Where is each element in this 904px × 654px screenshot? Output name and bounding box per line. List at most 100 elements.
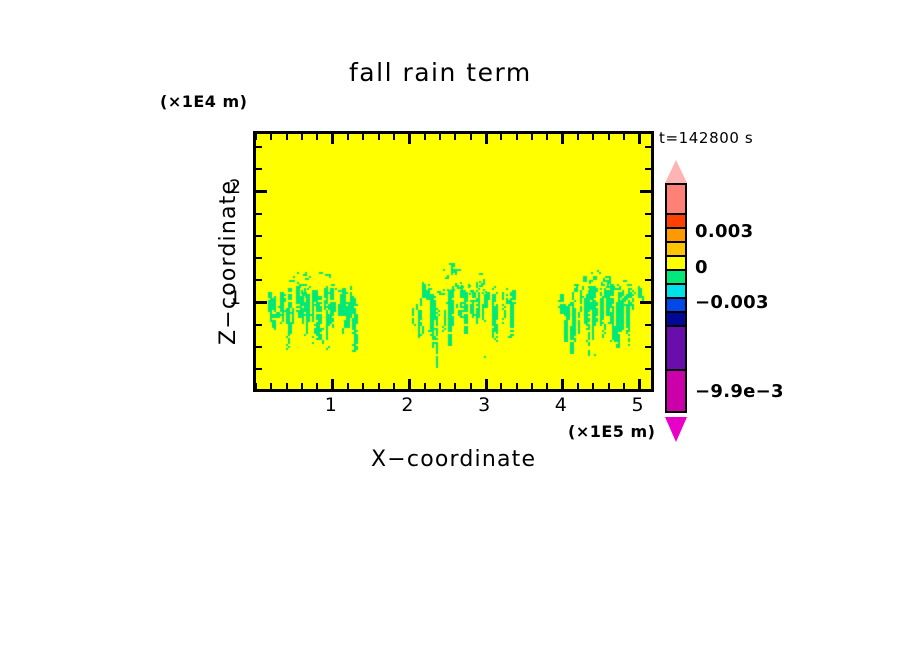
x-axis-minor-tick (301, 134, 304, 140)
y-axis-minor-tick (645, 212, 651, 215)
x-tick-label: 5 (631, 394, 644, 416)
x-axis-major-tick (637, 134, 641, 144)
x-axis-unit-label: (×1E5 m) (568, 422, 656, 441)
x-axis-minor-tick (362, 134, 365, 140)
y-axis-minor-tick (645, 368, 651, 371)
colorbar-band (667, 183, 685, 213)
colorbar-tick-label: 0.003 (695, 221, 754, 242)
x-axis-major-tick (331, 134, 335, 144)
colorbar-band (667, 269, 685, 283)
x-axis-minor-tick (515, 383, 518, 389)
x-axis-minor-tick (454, 134, 457, 140)
x-axis-minor-tick (469, 383, 472, 389)
y-axis-minor-tick (256, 212, 262, 215)
y-axis-minor-tick (645, 323, 651, 326)
x-axis-minor-tick (454, 383, 457, 389)
x-axis-minor-tick (301, 383, 304, 389)
x-axis-minor-tick (393, 383, 396, 389)
x-axis-minor-tick (255, 134, 257, 140)
x-axis-minor-tick (347, 383, 350, 389)
colorbar-band (667, 311, 685, 325)
colorbar-band (667, 241, 685, 255)
y-axis-major-tick (640, 190, 651, 194)
y-axis-minor-tick (645, 168, 651, 171)
field-heatmap (256, 134, 651, 389)
x-axis-minor-tick (377, 383, 380, 389)
x-axis-minor-tick (377, 134, 380, 140)
y-axis-minor-tick (256, 368, 262, 371)
x-axis-minor-tick (423, 383, 426, 389)
x-axis-minor-tick (469, 134, 472, 140)
x-axis-minor-tick (607, 134, 610, 140)
colorbar-band (667, 283, 685, 297)
y-axis-minor-tick (645, 257, 651, 260)
x-axis-minor-tick (531, 383, 534, 389)
colorbar-top-arrow-icon (665, 160, 687, 183)
colorbar-band (667, 297, 685, 311)
x-axis-minor-tick (531, 134, 534, 140)
x-axis-minor-tick (255, 383, 257, 389)
plot-area (253, 131, 654, 392)
x-axis-minor-tick (500, 134, 503, 140)
colorbar-tick-label: 0 (695, 257, 708, 278)
page-title: fall rain term (349, 58, 532, 87)
x-axis-minor-tick (285, 383, 288, 389)
x-axis-major-tick (637, 379, 641, 389)
y-axis-title: Z−coordinate (216, 179, 241, 345)
x-axis-minor-tick (423, 134, 426, 140)
x-axis-major-tick (484, 134, 488, 144)
x-axis-minor-tick (592, 134, 595, 140)
y-axis-minor-tick (256, 146, 262, 149)
x-axis-minor-tick (500, 383, 503, 389)
y-axis-minor-tick (256, 323, 262, 326)
x-axis-minor-tick (577, 134, 580, 140)
y-tick-label: 1 (229, 286, 242, 309)
colorbar-band (667, 369, 685, 413)
x-axis-minor-tick (270, 383, 273, 389)
x-tick-label: 2 (401, 394, 414, 416)
x-tick-label: 4 (554, 394, 567, 416)
y-axis-minor-tick (645, 345, 651, 348)
x-axis-minor-tick (316, 134, 319, 140)
colorbar-band (667, 255, 685, 269)
x-axis-minor-tick (546, 134, 549, 140)
y-axis-minor-tick (256, 235, 262, 237)
x-axis-minor-tick (623, 383, 626, 389)
y-tick-label: 2 (229, 175, 242, 198)
colorbar-bands (665, 183, 687, 413)
time-annotation: t=142800 s (659, 129, 754, 147)
colorbar-band (667, 227, 685, 241)
x-axis-major-tick (561, 379, 565, 389)
x-axis-minor-tick (623, 134, 626, 140)
x-tick-label: 1 (324, 394, 337, 416)
x-axis-minor-tick (439, 383, 442, 389)
colorbar-band (667, 325, 685, 369)
colorbar-tick-label: −0.003 (695, 292, 769, 313)
x-axis-major-tick (407, 134, 411, 144)
x-axis-major-tick (407, 379, 411, 389)
x-axis-title: X−coordinate (371, 447, 537, 472)
x-axis-minor-tick (362, 383, 365, 389)
y-axis-unit-label: (×1E4 m) (160, 92, 248, 111)
y-axis-minor-tick (256, 279, 262, 282)
x-axis-minor-tick (439, 134, 442, 140)
y-axis-major-tick (256, 301, 267, 305)
colorbar-bottom-arrow-icon (665, 417, 687, 442)
x-axis-minor-tick (270, 134, 273, 140)
colorbar-tick-label: −9.9e−3 (695, 381, 784, 402)
y-axis-minor-tick (256, 345, 262, 348)
y-axis-major-tick (640, 301, 651, 305)
x-axis-minor-tick (393, 134, 396, 140)
x-axis-major-tick (331, 379, 335, 389)
colorbar-band (667, 213, 685, 227)
x-axis-major-tick (561, 134, 565, 144)
x-axis-major-tick (484, 379, 488, 389)
y-axis-minor-tick (645, 235, 651, 237)
x-axis-minor-tick (546, 383, 549, 389)
y-axis-major-tick (256, 190, 267, 194)
y-axis-minor-tick (645, 279, 651, 282)
x-axis-minor-tick (607, 383, 610, 389)
y-axis-minor-tick (645, 146, 651, 149)
x-axis-minor-tick (285, 134, 288, 140)
